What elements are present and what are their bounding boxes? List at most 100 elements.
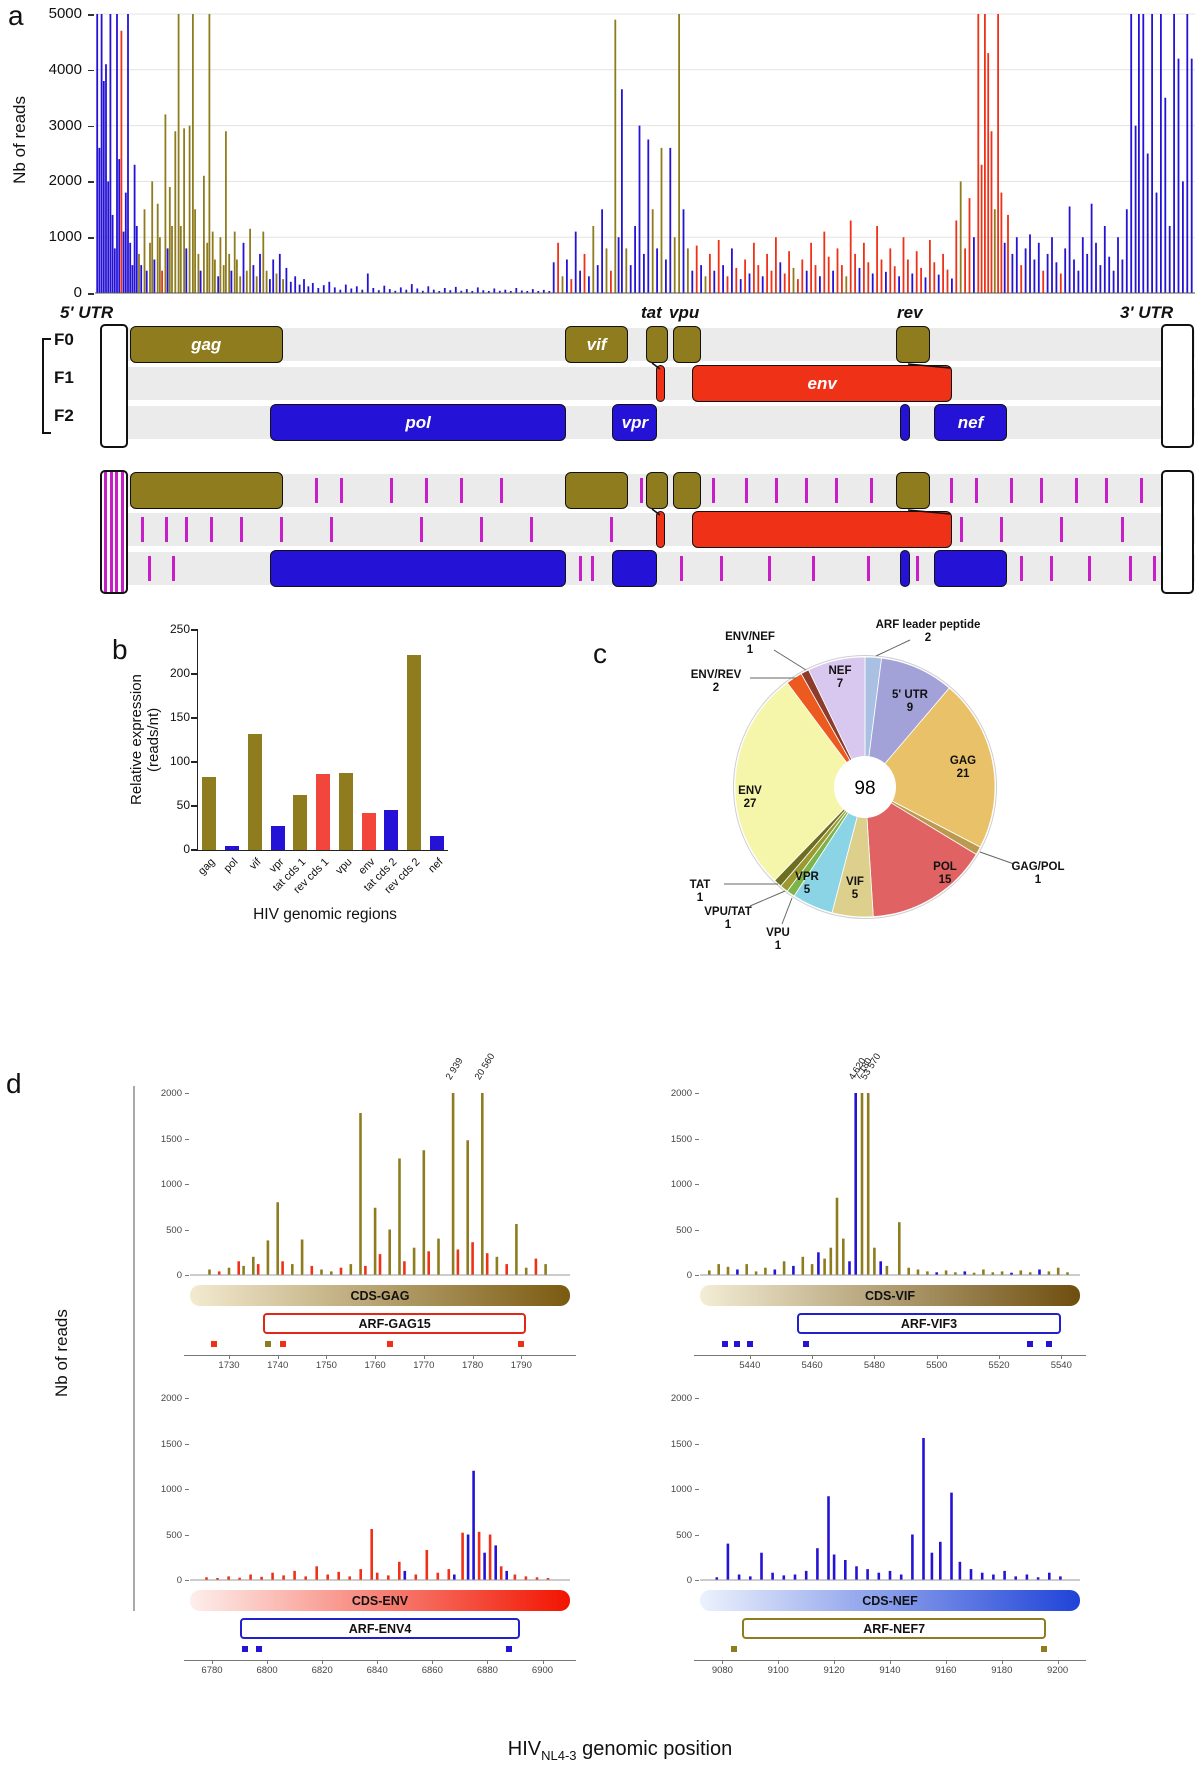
x-tick-mark: [521, 1355, 523, 1359]
arf-position-tick: [1019, 556, 1023, 581]
x-title-prefix: HIV: [507, 1738, 542, 1760]
donut-hole: [834, 756, 896, 818]
y-tick-label: 0: [686, 1575, 692, 1586]
y-tick-mark: [88, 14, 94, 16]
x-tick-label: 6860: [421, 1665, 443, 1676]
y-tick-mark: [185, 1275, 189, 1276]
arf-position-tick: [834, 478, 838, 503]
frame-label-f2: F2: [54, 406, 74, 425]
y-tick-label: 0: [73, 284, 82, 301]
arf-position-tick: [610, 517, 614, 542]
arf-position-tick: [869, 478, 873, 503]
arf-position-tick: [109, 472, 113, 592]
bar-rev-cds-2: [406, 654, 421, 850]
mini-coverage-plot: [190, 1093, 570, 1276]
x-tick-label: 6840: [366, 1665, 388, 1676]
bar-tat-cds-1: [293, 795, 308, 850]
gene-tat-exon1: [646, 326, 669, 363]
y-tick-mark: [185, 1138, 189, 1140]
y-tick-label: 500: [676, 1224, 692, 1236]
arf-start-marker: [518, 1341, 525, 1347]
arf-position-tick: [1140, 478, 1144, 503]
arf-start-marker: [1045, 1341, 1052, 1347]
gene-vif: vif: [565, 326, 628, 363]
arf-start-marker: [721, 1341, 728, 1347]
x-tick-mark: [945, 1660, 947, 1664]
arf-box-gag: ARF-GAG15: [263, 1313, 527, 1334]
x-tick-mark: [432, 1660, 434, 1664]
x-tick-mark: [212, 1660, 213, 1664]
y-tick-label: 2000: [160, 1088, 182, 1099]
cds-bar-nef: CDS-NEF: [700, 1590, 1080, 1611]
x-tick-mark: [874, 1355, 876, 1359]
arf-position-tick: [949, 478, 953, 503]
bar-gag: [202, 777, 217, 850]
x-tick-label: 5480: [863, 1360, 885, 1371]
pie-slice-ENV: [734, 682, 866, 881]
gene-rev-exon1: [900, 404, 911, 441]
arf-position-tick: [140, 517, 144, 542]
arf-position-tick: [390, 478, 394, 503]
x-tick-mark: [377, 1660, 379, 1664]
arf-position-tick: [1105, 478, 1109, 503]
pie-slice-NEF: [808, 656, 866, 788]
y-tick-mark: [185, 1443, 189, 1445]
pie-label: GAG/POL 1: [1011, 861, 1064, 886]
y-tick-label: 2000: [670, 1088, 692, 1099]
y-tick-label: 2000: [160, 1393, 182, 1404]
y-tick-label: 0: [176, 1270, 182, 1281]
arf-position-tick: [419, 517, 423, 542]
arf-position-tick: [1060, 517, 1064, 542]
y-tick-label: 1000: [160, 1484, 182, 1495]
y-tick-label: 2000: [670, 1393, 692, 1404]
gene-tat-exon2: [656, 511, 665, 548]
pie-label: VPU 1: [766, 927, 790, 952]
y-tick-label: 500: [676, 1529, 692, 1541]
x-tick-label: 5460: [801, 1360, 823, 1371]
x-tick-label: 9200: [1047, 1665, 1069, 1676]
utr5-box: [100, 324, 129, 448]
arf-box-env: ARF-ENV4: [239, 1618, 521, 1639]
gene-vpu: [672, 326, 702, 363]
label-leader-line: [781, 897, 793, 925]
arf-position-tick: [329, 517, 333, 542]
gene-pol: [269, 550, 567, 587]
x-tick-label: 1780: [462, 1360, 484, 1371]
y-tick-mark: [191, 629, 198, 631]
bar-env: [361, 813, 376, 850]
x-tick-mark: [542, 1660, 544, 1664]
arf-position-tick: [1153, 556, 1157, 581]
y-tick-mark: [695, 1443, 699, 1445]
total-count: 98: [854, 778, 875, 799]
bar-vif: [247, 733, 262, 850]
y-tick-label: 1000: [670, 1484, 692, 1495]
cds-bar-vif: CDS-VIF: [700, 1285, 1080, 1306]
arf-position-tick: [1074, 478, 1078, 503]
x-tick-mark: [229, 1355, 230, 1359]
y-tick-mark: [695, 1093, 699, 1094]
x-tick-mark: [472, 1355, 474, 1359]
pie-label: POL 15: [933, 861, 957, 886]
y-tick-label: 150: [169, 710, 190, 724]
y-tick-mark: [185, 1229, 189, 1231]
x-tick-mark: [999, 1355, 1000, 1359]
x-tick-mark: [267, 1660, 269, 1664]
x-tick-mark: [1001, 1660, 1003, 1664]
x-tick-mark: [749, 1355, 751, 1359]
pie-outline: [733, 655, 997, 919]
y-tick-label: 500: [166, 1529, 182, 1541]
x-axis-line: [184, 1355, 576, 1356]
arf-position-tick: [148, 556, 152, 581]
x-tick-label: 5500: [926, 1360, 948, 1371]
arf-position-tick: [590, 556, 594, 581]
gene-tat-exon1: [646, 472, 669, 509]
arf-position-tick: [680, 556, 684, 581]
y-tick-mark: [88, 237, 94, 239]
x-tick-label: 5520: [988, 1360, 1010, 1371]
subplot-env: 0 500 1000 1500 2000 CDS-ENV ARF-ENV4 6780 6800 6…: [150, 1388, 590, 1688]
panel-b-y-axis-title-line1: Relative expression: [128, 674, 145, 806]
x-tick-mark: [890, 1660, 891, 1664]
panel-b-label: b: [112, 634, 128, 665]
arf-position-tick: [425, 478, 429, 503]
